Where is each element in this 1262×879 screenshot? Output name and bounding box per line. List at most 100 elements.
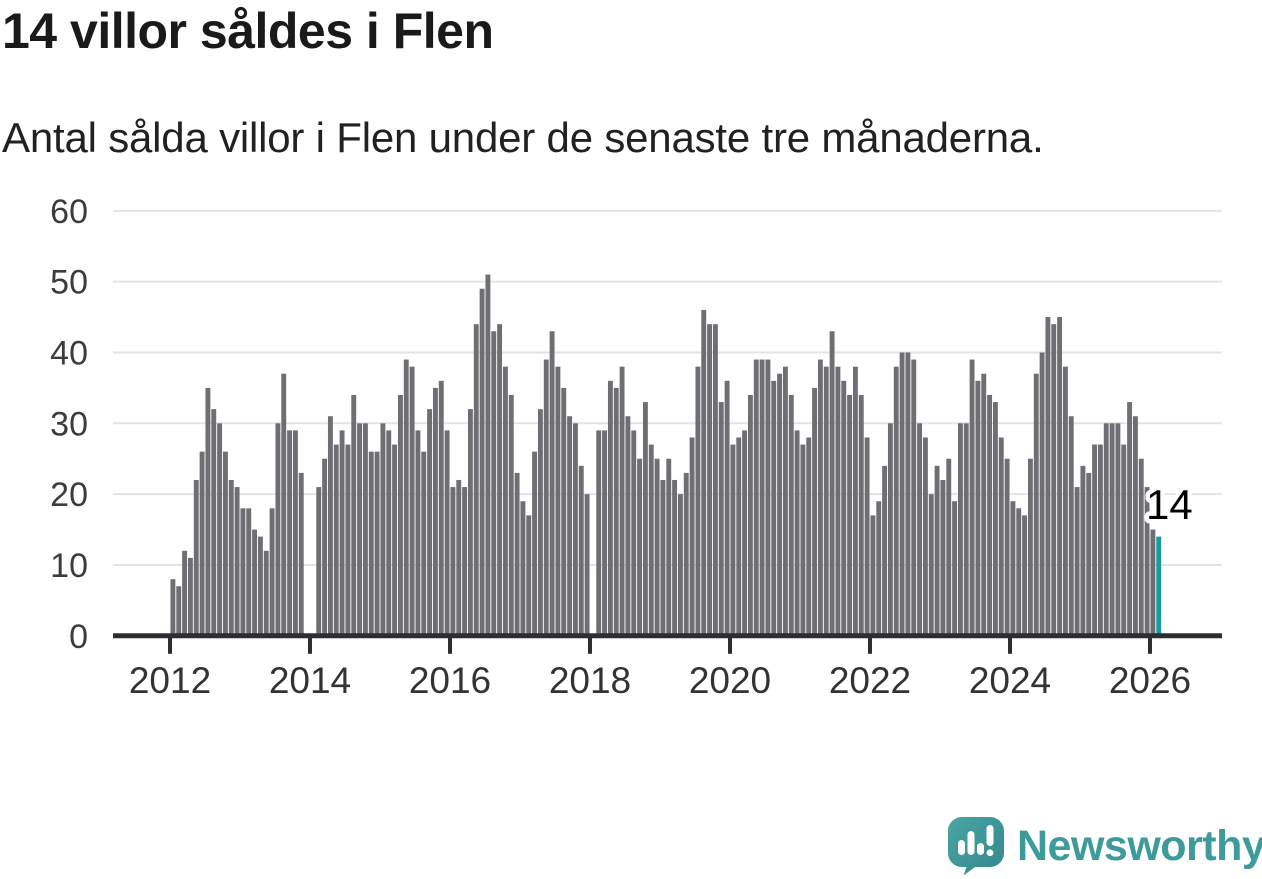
bar	[170, 579, 176, 638]
bar	[491, 331, 497, 638]
bar	[1097, 444, 1103, 638]
bar	[217, 423, 223, 638]
bar	[333, 444, 339, 638]
x-tick-label: 2014	[269, 660, 351, 701]
x-tick-label: 2012	[129, 660, 211, 701]
bar	[526, 515, 532, 638]
bar	[1062, 366, 1068, 638]
bar	[467, 409, 473, 638]
bar	[1121, 444, 1127, 638]
bar	[969, 359, 975, 638]
y-tick-label: 20	[50, 476, 88, 514]
y-tick-label: 50	[50, 264, 88, 302]
bar	[765, 359, 771, 638]
bar	[596, 430, 602, 638]
bar	[887, 423, 893, 638]
bar	[672, 479, 678, 638]
bar	[520, 501, 526, 638]
bar	[438, 380, 444, 638]
bar	[759, 359, 765, 638]
bar	[683, 472, 689, 638]
highlighted-bar	[1156, 536, 1162, 638]
bar	[829, 331, 835, 638]
bar	[747, 394, 753, 638]
bar	[823, 366, 829, 638]
y-tick-label: 30	[50, 405, 88, 443]
bar	[427, 409, 433, 638]
bar	[240, 508, 246, 638]
bar	[252, 529, 258, 638]
bar	[736, 437, 742, 638]
bar	[1022, 515, 1028, 638]
bar	[281, 373, 287, 638]
speech-bubble-shape	[948, 816, 1004, 875]
bar	[712, 324, 718, 638]
bar	[753, 359, 759, 638]
bar	[788, 394, 794, 638]
bar	[911, 359, 917, 638]
bar	[362, 423, 368, 638]
bar	[631, 430, 637, 638]
bar	[864, 437, 870, 638]
bar	[905, 352, 911, 638]
bar	[613, 387, 619, 638]
bar	[934, 465, 940, 638]
bar	[794, 430, 800, 638]
x-tick-label: 2018	[549, 660, 631, 701]
bar	[800, 444, 806, 638]
bar	[1138, 458, 1144, 638]
bar	[1068, 416, 1074, 638]
bar	[386, 430, 392, 638]
bar	[409, 366, 415, 638]
bar	[998, 437, 1004, 638]
bar	[543, 359, 549, 638]
bar	[1086, 472, 1092, 638]
bar	[327, 416, 333, 638]
bar	[1033, 373, 1039, 638]
bar	[648, 444, 654, 638]
bar	[246, 508, 252, 638]
bar	[742, 430, 748, 638]
bar	[707, 324, 713, 638]
bar	[858, 394, 864, 638]
chart-subtitle: Antal sålda villor i Flen under de senas…	[2, 114, 1044, 161]
bar	[940, 479, 946, 638]
bar	[695, 366, 701, 638]
bar	[718, 402, 724, 638]
bar	[234, 487, 240, 638]
bar	[549, 331, 555, 638]
bar	[957, 423, 963, 638]
bar	[345, 444, 351, 638]
bar	[642, 402, 648, 638]
bar-chart: 0 10 20 30 40 50 60 2012 2014 2016 2018 2020 2022 202…	[50, 193, 1222, 701]
x-axis-ticks	[168, 637, 1152, 654]
bar	[1092, 444, 1098, 638]
bar	[450, 487, 456, 638]
bar	[1039, 352, 1045, 638]
bar	[852, 366, 858, 638]
bar	[1027, 458, 1033, 638]
bar	[806, 437, 812, 638]
bar	[812, 387, 818, 638]
newsworthy-logo: Newsworthy	[948, 816, 1262, 876]
x-tick-label: 2020	[689, 660, 771, 701]
bar	[1004, 458, 1010, 638]
bar	[462, 487, 468, 638]
bar	[677, 494, 683, 638]
bar	[578, 465, 584, 638]
bar	[403, 359, 409, 638]
bar	[508, 394, 514, 638]
bar	[532, 451, 538, 638]
bar	[730, 444, 736, 638]
bar	[269, 508, 275, 638]
bar	[782, 366, 788, 638]
bar	[882, 465, 888, 638]
bar	[654, 458, 660, 638]
bar	[502, 366, 508, 638]
bar	[193, 479, 199, 638]
bar	[287, 430, 293, 638]
bar	[397, 394, 403, 638]
bar	[876, 501, 882, 638]
bar	[380, 423, 386, 638]
bar	[473, 324, 479, 638]
